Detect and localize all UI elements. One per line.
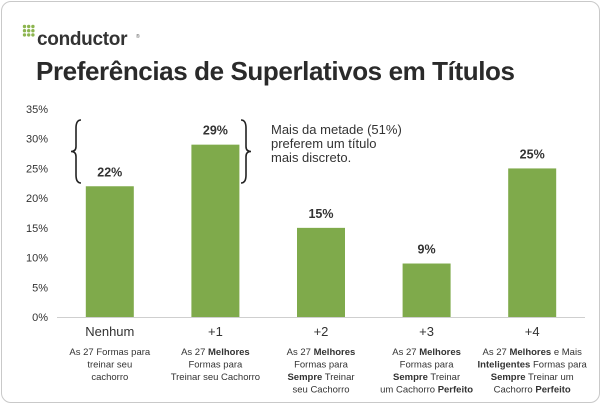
page-title: Preferências de Superlativos em Títulos <box>36 56 515 86</box>
category-label: +3 <box>419 324 434 339</box>
category-description-line: Sempre Treinar <box>393 372 460 383</box>
y-tick-label: 5% <box>32 282 48 294</box>
description-segment: Cachorro <box>494 385 536 396</box>
logo-dot <box>27 33 31 37</box>
logo-dot <box>27 24 31 29</box>
data-label: 29% <box>203 124 228 138</box>
category-description-line: um Cachorro Perfeito <box>380 385 473 396</box>
description-segment: As 27 <box>483 347 510 358</box>
description-segment: As 27 <box>392 347 419 358</box>
description-segment: Sempre <box>491 372 526 383</box>
description-segment: Formas para <box>188 360 243 371</box>
data-label: 22% <box>97 165 122 179</box>
category-label: Nenhum <box>85 324 134 339</box>
description-segment: Formas para <box>294 360 349 371</box>
y-tick-label: 25% <box>26 163 48 175</box>
description-segment: Treinar um <box>526 372 574 383</box>
description-segment: Melhores <box>419 347 461 358</box>
description-segment: As 27 <box>181 347 208 358</box>
annotation-line: Mais da metade (51%) <box>271 122 402 137</box>
category-label: +2 <box>314 324 329 339</box>
logo-dot <box>22 29 27 33</box>
brand-name: conductor <box>37 29 128 50</box>
bar-4 <box>402 263 451 317</box>
category-label: +1 <box>208 324 223 339</box>
category-description-line: Sempre Treinar um <box>491 372 574 383</box>
category-description-line: Formas para <box>188 360 243 371</box>
description-segment: Perfeito <box>535 385 571 396</box>
category-description-line: seu Cachorro <box>292 385 349 396</box>
data-label: 9% <box>418 243 436 257</box>
y-tick-label: 35% <box>26 104 48 116</box>
logo-dots-icon <box>22 24 35 37</box>
category-description-line: As 27 Formas para <box>69 347 150 358</box>
logo-dot <box>22 24 27 29</box>
logo-dot <box>27 29 31 33</box>
description-segment: seu Cachorro <box>292 385 349 396</box>
y-tick-label: 15% <box>26 223 48 235</box>
category-description-line: treinar seu <box>87 360 132 371</box>
bar-3 <box>297 227 345 317</box>
logo-dot <box>31 29 35 33</box>
data-label: 15% <box>308 207 333 221</box>
logo-dot <box>31 24 35 29</box>
annotation-line: mais discreto. <box>271 150 351 165</box>
logo-dot <box>22 33 27 37</box>
description-segment: As 27 Formas para <box>69 347 150 358</box>
description-segment: Treinar <box>322 372 354 383</box>
category-description-line: cachorro <box>91 372 128 383</box>
description-segment: e Mais <box>551 347 582 358</box>
category-description-line: As 27 Melhores <box>181 347 250 358</box>
data-label: 25% <box>520 147 545 161</box>
category-description-line: As 27 Melhores <box>392 347 461 358</box>
bar-2 <box>191 144 240 317</box>
left-brace <box>70 119 82 184</box>
category-description-line: Cachorro Perfeito <box>494 385 571 396</box>
description-segment: Treinar seu Cachorro <box>171 372 260 383</box>
description-segment: Sempre <box>393 372 428 383</box>
category-description-line: Inteligentes Formas para <box>478 360 588 371</box>
description-segment: Formas para <box>400 360 455 371</box>
category-description-line: As 27 Melhores e Mais <box>483 347 583 358</box>
annotation-line: preferem um título <box>271 136 377 151</box>
logo-dot <box>31 33 35 37</box>
brand-trademark: ® <box>136 34 140 40</box>
category-description-line: Formas para <box>400 360 455 371</box>
y-tick-label: 0% <box>32 312 48 324</box>
description-segment: Treinar <box>428 372 460 383</box>
description-segment: Sempre <box>287 372 322 383</box>
bar-1 <box>85 186 134 317</box>
description-segment: Melhores <box>208 347 250 358</box>
description-segment: um Cachorro <box>380 385 438 396</box>
category-description-line: Sempre Treinar <box>287 372 354 383</box>
y-tick-label: 10% <box>26 253 48 265</box>
description-segment: Inteligentes <box>478 360 531 371</box>
y-tick-label: 20% <box>26 193 48 205</box>
description-segment: Perfeito <box>438 385 474 396</box>
category-description-line: As 27 Melhores <box>287 347 356 358</box>
category-description-line: Formas para <box>294 360 349 371</box>
description-segment: Melhores <box>314 347 356 358</box>
category-description-line: Treinar seu Cachorro <box>171 372 260 383</box>
category-label: +4 <box>525 324 540 339</box>
description-segment: treinar seu <box>87 360 132 371</box>
description-segment: As 27 <box>287 347 314 358</box>
right-brace <box>240 119 252 184</box>
y-tick-label: 30% <box>26 134 48 146</box>
description-segment: cachorro <box>91 372 128 383</box>
description-segment: Melhores <box>509 347 551 358</box>
bar-5 <box>508 168 557 317</box>
description-segment: Formas para <box>530 360 587 371</box>
